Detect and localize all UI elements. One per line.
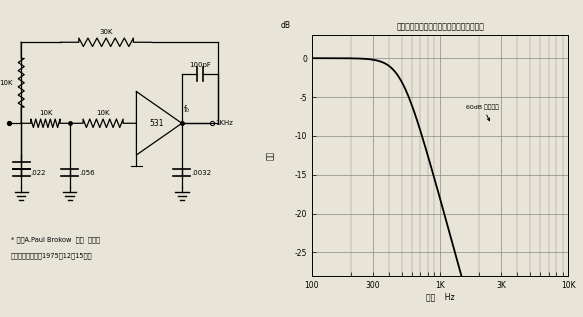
Text: f₀: f₀ (184, 106, 189, 114)
Text: 1KHz: 1KHz (215, 120, 233, 126)
Text: 60dB 山度斜率: 60dB 山度斜率 (466, 104, 500, 121)
X-axis label: 频率    Hz: 频率 Hz (426, 292, 455, 301)
Text: 衰减: 衰减 (266, 151, 275, 160)
Text: .022: .022 (30, 170, 46, 176)
Text: .0032: .0032 (191, 170, 211, 176)
Text: * 参考A.Paul Brokow  简化  三极点: * 参考A.Paul Brokow 简化 三极点 (10, 236, 100, 243)
Text: 100pF: 100pF (189, 61, 211, 68)
Text: 10K: 10K (38, 110, 52, 115)
Text: 30K: 30K (99, 29, 113, 35)
Text: 10K: 10K (96, 110, 110, 115)
Title: 三极点有源滤波器的巴特沃斯最大平坦响应: 三极点有源滤波器的巴特沃斯最大平坦响应 (396, 22, 484, 31)
Text: 10K: 10K (0, 80, 13, 86)
Text: 有源滤波器设计，1975年12月15日版: 有源滤波器设计，1975年12月15日版 (10, 252, 92, 259)
Text: 531: 531 (149, 119, 163, 128)
Text: .056: .056 (79, 170, 94, 176)
Text: dB: dB (281, 21, 291, 30)
